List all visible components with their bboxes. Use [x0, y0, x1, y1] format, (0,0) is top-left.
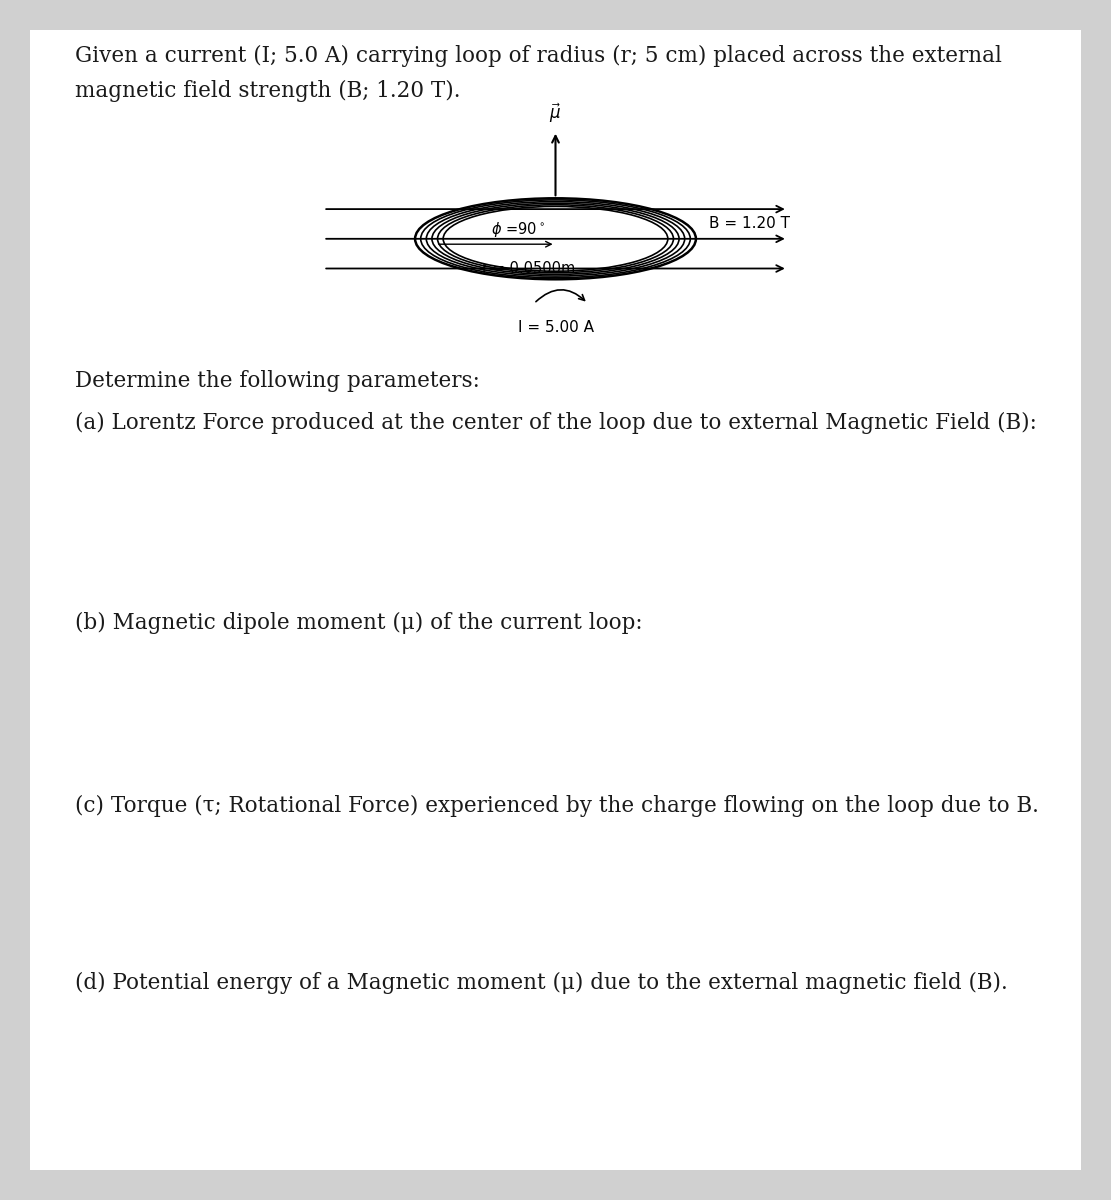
- Text: (b) Magnetic dipole moment (μ) of the current loop:: (b) Magnetic dipole moment (μ) of the cu…: [76, 612, 642, 634]
- Text: I = 5.00 A: I = 5.00 A: [518, 320, 593, 335]
- Text: Given a current (I; 5.0 A) carrying loop of radius (r; 5 cm) placed across the e: Given a current (I; 5.0 A) carrying loop…: [76, 44, 1002, 67]
- Text: r = 0.0500m: r = 0.0500m: [482, 262, 575, 276]
- Text: (c) Torque (τ; Rotational Force) experienced by the charge flowing on the loop d: (c) Torque (τ; Rotational Force) experie…: [76, 794, 1039, 817]
- FancyBboxPatch shape: [30, 30, 1081, 1170]
- Text: $\vec{\mu}$: $\vec{\mu}$: [549, 102, 562, 125]
- Text: magnetic field strength (B; 1.20 T).: magnetic field strength (B; 1.20 T).: [76, 80, 460, 102]
- Text: $\phi$ =90$^\circ$: $\phi$ =90$^\circ$: [491, 220, 544, 239]
- Text: Determine the following parameters:: Determine the following parameters:: [76, 370, 480, 392]
- Text: (a) Lorentz Force produced at the center of the loop due to external Magnetic Fi: (a) Lorentz Force produced at the center…: [76, 412, 1037, 434]
- Text: (d) Potential energy of a Magnetic moment (μ) due to the external magnetic field: (d) Potential energy of a Magnetic momen…: [76, 972, 1008, 994]
- Text: B = 1.20 T: B = 1.20 T: [710, 216, 790, 232]
